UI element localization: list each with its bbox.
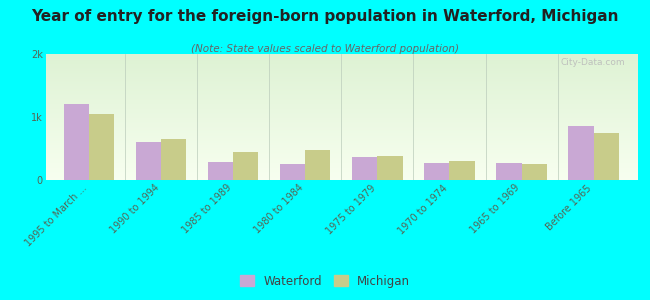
Text: (Note: State values scaled to Waterford population): (Note: State values scaled to Waterford … [191,44,459,53]
Bar [377,156,402,180]
Bar [569,126,593,180]
Bar [593,133,619,180]
Bar [89,114,114,180]
Bar [521,164,547,180]
Text: Year of entry for the foreign-born population in Waterford, Michigan: Year of entry for the foreign-born popul… [31,9,619,24]
Bar [64,104,89,180]
Bar [233,152,258,180]
Bar [449,161,474,180]
Bar [208,162,233,180]
Text: City-Data.com: City-Data.com [560,58,625,67]
Bar [306,150,330,180]
Bar [161,139,186,180]
Legend: Waterford, Michigan: Waterford, Michigan [236,271,414,291]
Bar [497,163,521,180]
Bar [352,157,377,180]
Bar [280,164,305,180]
Bar [424,163,449,180]
Bar [136,142,161,180]
